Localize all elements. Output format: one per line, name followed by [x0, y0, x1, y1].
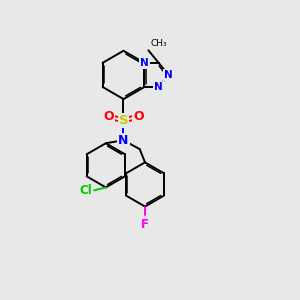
Text: N: N	[118, 134, 129, 147]
Text: O: O	[134, 110, 144, 123]
Text: CH₃: CH₃	[150, 39, 167, 48]
Text: N: N	[140, 58, 149, 68]
Text: N: N	[164, 70, 173, 80]
Text: F: F	[141, 218, 149, 231]
Text: O: O	[103, 110, 113, 123]
Text: Cl: Cl	[79, 184, 92, 197]
Text: S: S	[119, 114, 128, 127]
Text: N: N	[154, 82, 163, 92]
